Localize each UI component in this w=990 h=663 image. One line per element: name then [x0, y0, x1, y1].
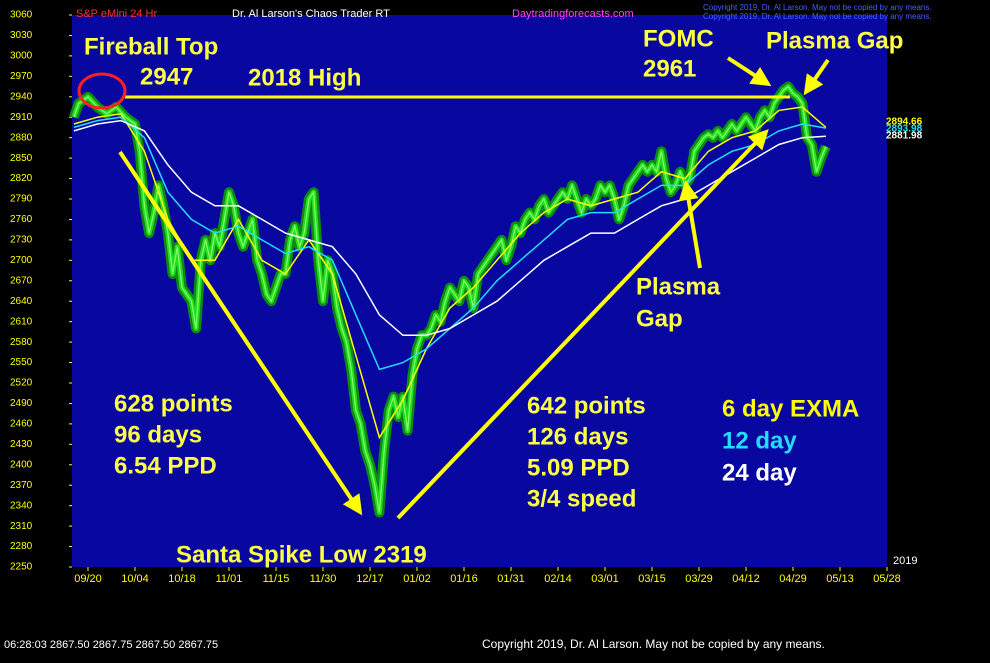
title: S&P eMini 24 Hr: [76, 8, 157, 20]
x-tick-label: 05/13: [826, 573, 854, 585]
x-tick-label: 03/01: [591, 573, 619, 585]
subtitle: Dr. Al Larson's Chaos Trader RT: [232, 8, 390, 20]
annotation: Gap: [636, 305, 683, 332]
y-tick-label: 3000: [10, 51, 33, 62]
y-tick-label: 2550: [10, 357, 33, 368]
annotation: FOMC: [643, 25, 714, 52]
y-tick-label: 2820: [10, 173, 33, 184]
x-tick-label: 01/31: [497, 573, 525, 585]
x-tick-label: 10/04: [121, 573, 149, 585]
x-tick-label: 11/30: [310, 573, 337, 585]
legend-entry: 6 day EXMA: [722, 395, 859, 422]
y-tick-label: 2940: [10, 91, 33, 102]
annotation: Plasma: [636, 273, 721, 300]
y-tick-label: 2310: [10, 521, 33, 532]
end-label: 2893.98: [886, 124, 923, 135]
y-tick-label: 2490: [10, 398, 33, 409]
x-tick-label: 09/20: [74, 573, 102, 585]
y-tick-label: 2730: [10, 235, 33, 246]
x-tick-label: 03/29: [685, 573, 713, 585]
x-tick-label: 04/12: [732, 573, 760, 585]
y-tick-label: 2400: [10, 459, 33, 470]
copyright-bottom: Copyright 2019, Dr. Al Larson. May not b…: [482, 637, 825, 651]
y-tick-label: 2790: [10, 194, 33, 205]
end-label: 2894.66: [886, 117, 923, 128]
y-tick-label: 2760: [10, 214, 33, 225]
y-tick-label: 2610: [10, 316, 33, 327]
annotation: Santa Spike Low 2319: [176, 541, 427, 568]
y-tick-label: 2670: [10, 275, 33, 286]
y-tick-label: 2640: [10, 296, 33, 307]
y-tick-label: 3060: [10, 10, 33, 21]
fireball-circle: [77, 72, 127, 110]
annotation: 5.09 PPD: [527, 454, 630, 481]
x-tick-label: 12/17: [356, 573, 384, 585]
copyright-top: Copyright 2019, Dr. Al Larson. May not b…: [703, 12, 932, 21]
status-line: 06:28:03 2867.50 2867.75 2867.50 2867.75: [4, 639, 218, 651]
annotation: 2947: [140, 63, 193, 90]
arrows: [118, 56, 830, 520]
annotation: 2961: [643, 55, 696, 82]
annotation: 628 points: [114, 390, 233, 417]
y-tick-label: 2430: [10, 439, 33, 450]
x-tick-label: 11/01: [216, 573, 243, 585]
x-tick-label: 01/02: [403, 573, 431, 585]
annotation: Fireball Top: [84, 33, 218, 60]
legend-entry: 24 day: [722, 459, 797, 486]
y-tick-label: 2520: [10, 378, 33, 389]
x-tick-label: 02/14: [544, 573, 572, 585]
x-tick-label: 01/16: [450, 573, 478, 585]
legend-entry: 12 day: [722, 427, 797, 454]
y-tick-label: 2460: [10, 419, 33, 430]
x-tick-label: 03/15: [638, 573, 666, 585]
year-label: 2019: [893, 555, 917, 567]
annotation: 642 points: [527, 392, 646, 419]
y-tick-label: 2700: [10, 255, 33, 266]
y-tick-label: 2970: [10, 71, 33, 82]
x-tick-label: 10/18: [168, 573, 196, 585]
price-line-inner: [73, 85, 827, 513]
annotation: Plasma Gap: [766, 27, 903, 54]
annotation: 2018 High: [248, 64, 361, 91]
annotation: 126 days: [527, 423, 628, 450]
ema-line: [73, 119, 826, 337]
y-tick-label: 2910: [10, 112, 33, 123]
y-tick-label: 2280: [10, 541, 33, 552]
y-tick-label: 2850: [10, 153, 33, 164]
annotation: 6.54 PPD: [114, 452, 217, 479]
x-tick-label: 05/28: [873, 573, 901, 585]
y-tick-label: 3030: [10, 30, 33, 41]
y-tick-label: 2880: [10, 132, 33, 143]
copyright-top: Copyright 2019, Dr. Al Larson. May not b…: [703, 3, 932, 12]
annotation: 96 days: [114, 421, 202, 448]
y-tick-label: 2580: [10, 337, 33, 348]
annotation: 3/4 speed: [527, 485, 636, 512]
y-tick-label: 2340: [10, 500, 33, 511]
x-tick-label: 04/29: [779, 573, 807, 585]
end-label: 2881.98: [886, 131, 923, 142]
y-tick-label: 2250: [10, 562, 33, 573]
ema-line: [73, 106, 827, 440]
website: Daytradingforecasts.com: [512, 8, 634, 20]
x-tick-label: 11/15: [263, 573, 290, 585]
y-tick-label: 2370: [10, 480, 33, 491]
